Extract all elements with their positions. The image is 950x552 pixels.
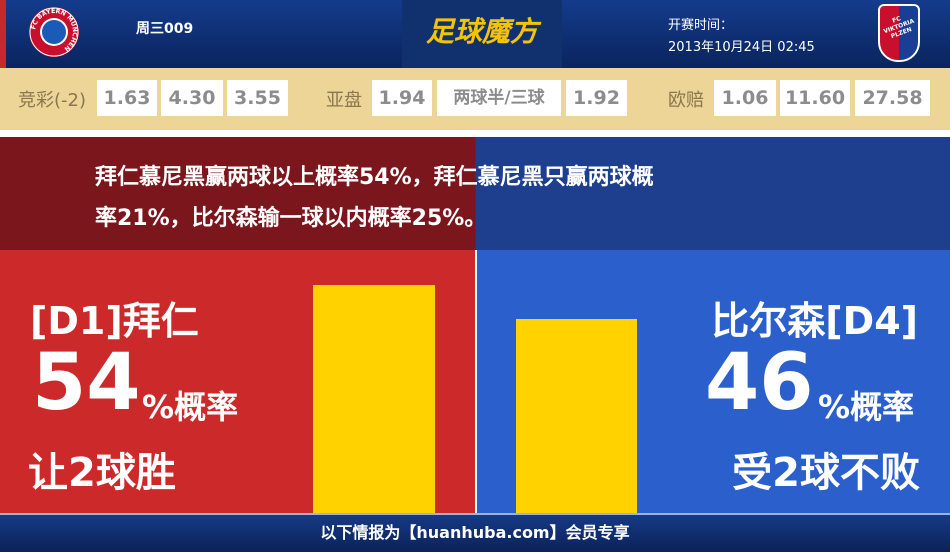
footer-text: 以下情报为【huanhuba.com】会员专享 (320, 523, 630, 542)
odds-bar: 竞彩(-2) 1.63 4.30 3.55 亚盘 1.94 两球半/三球 1.9… (0, 68, 950, 130)
asian-label: 亚盘 (326, 90, 362, 111)
away-percent: 46 (705, 338, 814, 428)
odds-value: 1.94 (372, 80, 432, 116)
kickoff-label: 开赛时间： (668, 18, 734, 33)
summary-line-2: 率21%，比尔森输一球以内概率25%。 (95, 206, 487, 231)
away-team-name: 比尔森[D4] (711, 299, 918, 343)
home-team-logo: FC BAYERN MÜNCHEN (29, 7, 79, 57)
odds-value: 两球半/三球 (437, 80, 561, 116)
brand-logo: 足球魔方 (402, 0, 562, 68)
odds-value: 1.63 (97, 80, 157, 116)
home-percent: 54 (32, 338, 141, 428)
away-percent-suffix: %概率 (818, 388, 915, 426)
odds-value: 4.30 (161, 80, 223, 116)
odds-value: 27.58 (855, 80, 930, 116)
odds-value: 1.06 (714, 80, 776, 116)
match-header: FC BAYERN MÜNCHEN 周三009 足球魔方 开赛时间： 2013年… (0, 0, 950, 68)
away-probability-bar (516, 318, 637, 513)
summary-banner: 拜仁慕尼黑赢两球以上概率54%，拜仁慕尼黑只赢两球概 率21%，比尔森输一球以内… (0, 137, 950, 250)
away-team-logo: FC VIKTORIA PLZEN (878, 4, 920, 62)
home-probability-bar (313, 285, 435, 513)
odds-value: 1.92 (566, 80, 627, 116)
home-team-name: [D1]拜仁 (30, 299, 199, 343)
jingcai-label: 竞彩(-2) (18, 90, 86, 111)
home-percent-suffix: %概率 (142, 388, 239, 426)
odds-value: 11.60 (780, 80, 850, 116)
away-outcome: 受2球不败 (732, 450, 920, 496)
away-logo-text: FC VIKTORIA PLZEN (882, 15, 916, 41)
euro-label: 欧赔 (668, 90, 704, 111)
member-footer[interactable]: 以下情报为【huanhuba.com】会员专享 (0, 513, 950, 552)
probability-panel: [D1]拜仁 54 %概率 让2球胜 比尔森[D4] 46 %概率 受2球不败 (0, 250, 950, 513)
odds-value: 3.55 (227, 80, 288, 116)
match-number: 周三009 (136, 21, 194, 37)
kickoff-time: 2013年10月24日 02:45 (668, 40, 815, 55)
home-outcome: 让2球胜 (28, 450, 176, 496)
summary-line-1: 拜仁慕尼黑赢两球以上概率54%，拜仁慕尼黑只赢两球概 (95, 165, 654, 190)
